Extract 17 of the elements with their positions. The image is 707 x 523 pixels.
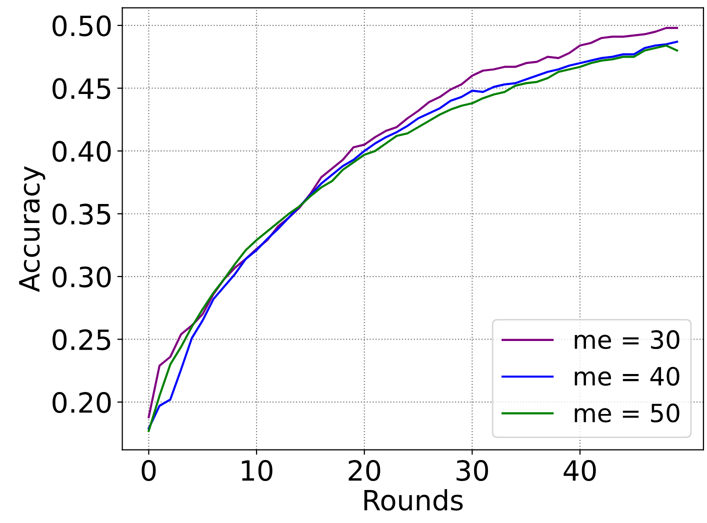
y-tick-label: 0.20	[52, 392, 111, 414]
legend-label: me = 40	[574, 366, 680, 386]
legend-label: me = 50	[574, 404, 680, 422]
y-tick-label: 0.30	[52, 266, 111, 288]
y-tick-label: 0.50	[52, 15, 111, 36]
y-tick-label: 0.25	[52, 329, 110, 350]
x-tick-label: 20	[348, 460, 380, 482]
x-tick-label: 10	[242, 460, 272, 482]
y-tick-label: 0.40	[52, 140, 111, 162]
x-tick-label: 0	[142, 460, 156, 482]
legend-label: me = 30	[574, 330, 680, 350]
y-axis-title: Accuracy	[19, 166, 46, 292]
y-tick-label: 0.45	[52, 78, 110, 100]
x-tick-label: 30	[456, 460, 488, 482]
y-tick-label: 0.35	[52, 204, 110, 225]
x-axis-title: Rounds	[364, 489, 463, 511]
x-tick-label: 40	[564, 460, 596, 482]
